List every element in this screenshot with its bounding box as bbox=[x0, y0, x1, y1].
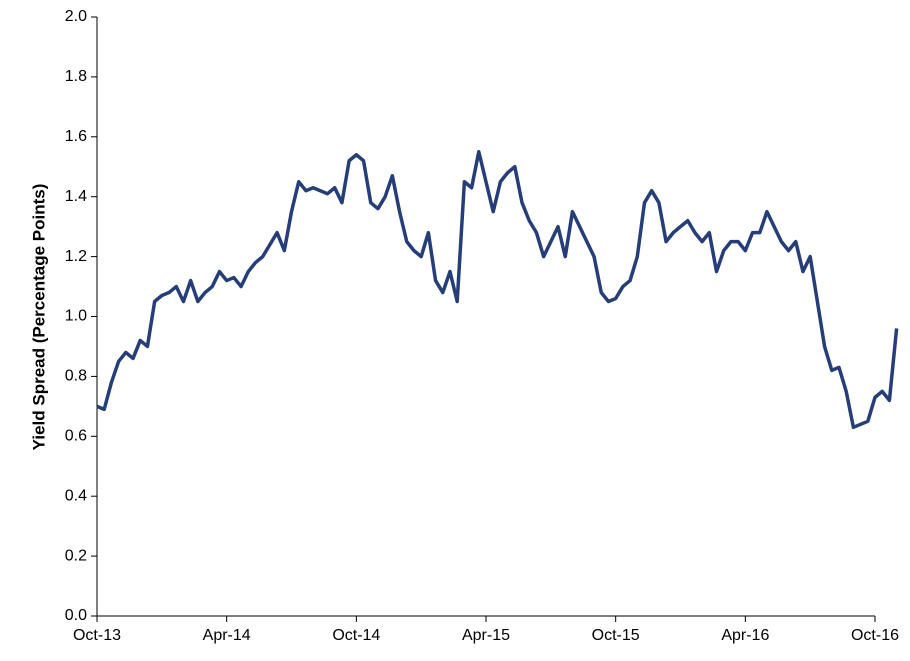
y-tick-label: 1.6 bbox=[65, 128, 87, 145]
y-tick-label: 0.4 bbox=[65, 487, 87, 504]
x-tick-label: Oct-14 bbox=[332, 627, 380, 644]
y-tick-label: 0.6 bbox=[65, 428, 87, 445]
x-tick-label: Apr-15 bbox=[462, 627, 510, 644]
y-tick-label: 1.0 bbox=[65, 308, 87, 325]
y-axis-label: Yield Spread (Percentage Points) bbox=[29, 184, 48, 451]
y-tick-label: 0.0 bbox=[65, 607, 87, 624]
x-tick-label: Oct-15 bbox=[592, 627, 640, 644]
x-tick-label: Oct-13 bbox=[73, 627, 121, 644]
y-tick-label: 0.8 bbox=[65, 368, 87, 385]
y-tick-label: 1.8 bbox=[65, 68, 87, 85]
x-tick-label: Oct-16 bbox=[851, 627, 899, 644]
data-line bbox=[96, 150, 899, 430]
y-tick-label: 1.2 bbox=[65, 248, 87, 265]
x-tick-label: Apr-16 bbox=[721, 627, 769, 644]
y-tick-label: 0.2 bbox=[65, 547, 87, 564]
y-tick-label: 2.0 bbox=[65, 8, 87, 25]
y-tick-label: 1.4 bbox=[65, 188, 87, 205]
x-tick-label: Apr-14 bbox=[203, 627, 251, 644]
